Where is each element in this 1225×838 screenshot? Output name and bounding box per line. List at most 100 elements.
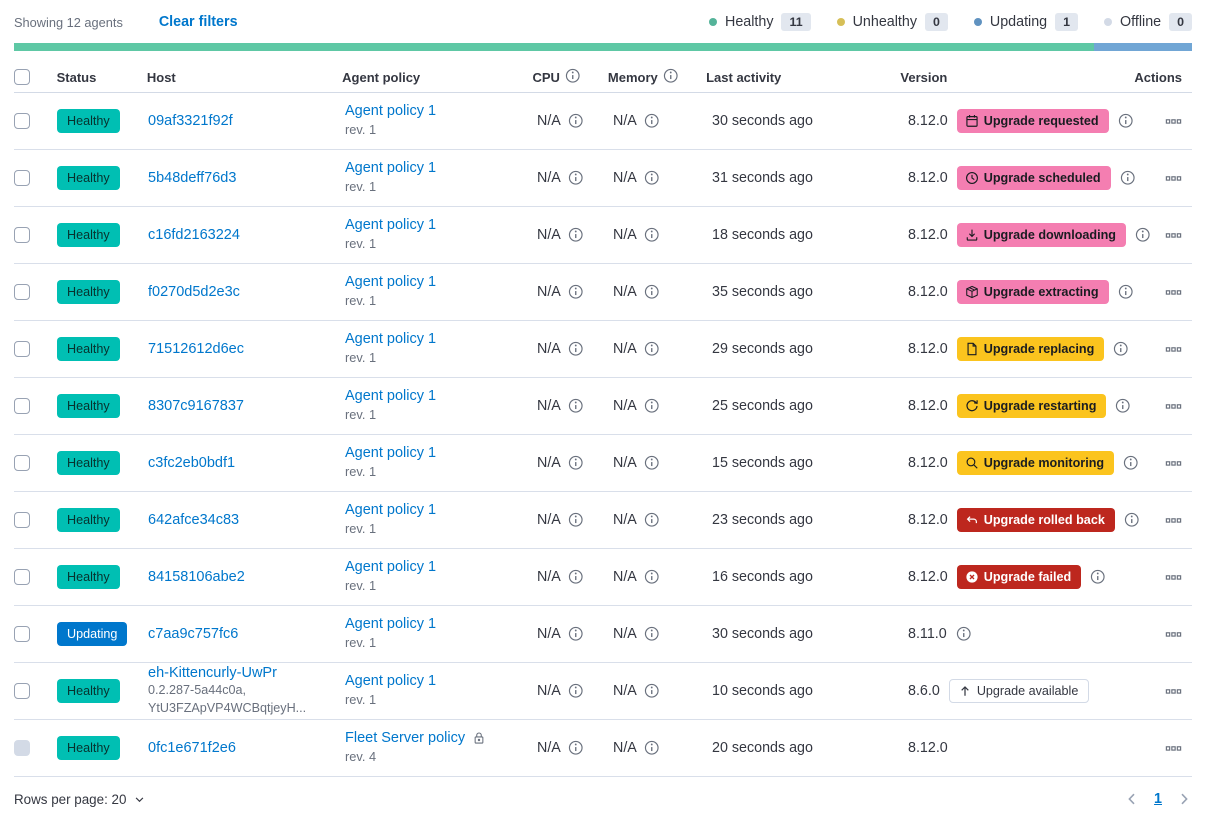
column-header-host[interactable]: Host [147, 70, 342, 85]
agent-policy-link[interactable]: Agent policy 1 [345, 103, 437, 120]
info-icon[interactable] [1135, 227, 1151, 243]
host-link[interactable]: 642afce34c83 [148, 512, 240, 528]
column-header-version[interactable]: Version [900, 70, 1134, 85]
row-checkbox[interactable] [14, 398, 30, 414]
agent-policy-link[interactable]: Agent policy 1 [345, 217, 437, 234]
info-icon[interactable] [568, 683, 584, 699]
previous-page-button[interactable] [1124, 791, 1140, 807]
info-icon[interactable] [1090, 569, 1106, 585]
boxes-horizontal-icon[interactable] [1165, 512, 1182, 529]
agent-policy-link[interactable]: Agent policy 1 [345, 559, 437, 576]
agent-policy-link[interactable]: Agent policy 1 [345, 502, 437, 519]
row-checkbox[interactable] [14, 455, 30, 471]
row-checkbox[interactable] [14, 569, 30, 585]
info-icon[interactable] [568, 284, 584, 300]
info-icon[interactable] [568, 512, 584, 528]
info-icon[interactable] [1118, 113, 1134, 129]
row-checkbox[interactable] [14, 626, 30, 642]
info-icon[interactable] [644, 113, 660, 129]
host-link[interactable]: 8307c9167837 [148, 398, 244, 414]
info-icon[interactable] [1115, 398, 1131, 414]
agent-policy-link[interactable]: Agent policy 1 [345, 160, 437, 177]
info-icon[interactable] [644, 398, 660, 414]
info-icon[interactable] [644, 740, 660, 756]
boxes-horizontal-icon[interactable] [1165, 341, 1182, 358]
row-checkbox[interactable] [14, 170, 30, 186]
info-icon[interactable] [644, 512, 660, 528]
boxes-horizontal-icon[interactable] [1165, 683, 1182, 700]
next-page-button[interactable] [1176, 791, 1192, 807]
info-icon[interactable] [644, 569, 660, 585]
policy-revision: rev. 1 [345, 236, 377, 252]
row-checkbox[interactable] [14, 683, 30, 699]
column-header-memory[interactable]: Memory [608, 68, 706, 87]
info-icon[interactable] [956, 626, 972, 642]
row-checkbox[interactable] [14, 227, 30, 243]
boxes-horizontal-icon[interactable] [1165, 170, 1182, 187]
info-icon[interactable] [568, 341, 584, 357]
host-link[interactable]: 5b48deff76d3 [148, 170, 237, 186]
host-link[interactable]: 09af3321f92f [148, 113, 233, 129]
boxes-horizontal-icon[interactable] [1165, 569, 1182, 586]
agent-policy-link[interactable]: Agent policy 1 [345, 616, 437, 633]
host-link[interactable]: c3fc2eb0bdf1 [148, 455, 236, 471]
boxes-horizontal-icon[interactable] [1165, 113, 1182, 130]
info-icon[interactable] [644, 683, 660, 699]
column-header-cpu[interactable]: CPU [532, 68, 607, 87]
select-all-checkbox[interactable] [14, 69, 30, 85]
info-icon[interactable] [644, 341, 660, 357]
info-icon[interactable] [644, 455, 660, 471]
column-header-activity[interactable]: Last activity [706, 70, 900, 85]
boxes-horizontal-icon[interactable] [1165, 740, 1182, 757]
column-header-policy[interactable]: Agent policy [342, 70, 532, 85]
agent-policy-link[interactable]: Agent policy 1 [345, 331, 437, 348]
info-icon[interactable] [644, 170, 660, 186]
host-link[interactable]: 84158106abe2 [148, 569, 245, 585]
host-link[interactable]: c16fd2163224 [148, 227, 240, 243]
info-icon[interactable] [1113, 341, 1129, 357]
rows-per-page-button[interactable]: Rows per page: 20 [14, 792, 146, 807]
info-icon[interactable] [1123, 455, 1139, 471]
host-link[interactable]: eh-Kittencurly-UwPr [148, 664, 277, 681]
info-icon[interactable] [568, 113, 584, 129]
info-icon[interactable] [663, 68, 679, 84]
agent-policy-link[interactable]: Agent policy 1 [345, 673, 437, 690]
info-icon[interactable] [568, 740, 584, 756]
info-icon[interactable] [565, 68, 581, 84]
info-icon[interactable] [568, 398, 584, 414]
host-link[interactable]: 71512612d6ec [148, 341, 244, 357]
column-header-status[interactable]: Status [57, 70, 147, 85]
memory-cell: N/A [613, 398, 712, 414]
row-checkbox[interactable] [14, 341, 30, 357]
row-checkbox[interactable] [14, 284, 30, 300]
info-icon[interactable] [1124, 512, 1140, 528]
info-icon[interactable] [568, 569, 584, 585]
host-cell: 09af3321f92f [148, 113, 345, 129]
column-header-actions[interactable]: Actions [1134, 70, 1192, 85]
boxes-horizontal-icon[interactable] [1165, 626, 1182, 643]
boxes-horizontal-icon[interactable] [1165, 398, 1182, 415]
info-icon[interactable] [1120, 170, 1136, 186]
info-icon[interactable] [644, 227, 660, 243]
agent-policy-link[interactable]: Agent policy 1 [345, 445, 437, 462]
info-icon[interactable] [644, 284, 660, 300]
agent-policy-link[interactable]: Fleet Server policy [345, 730, 466, 747]
boxes-horizontal-icon[interactable] [1165, 227, 1182, 244]
page-number-button[interactable]: 1 [1150, 791, 1166, 807]
info-icon[interactable] [568, 170, 584, 186]
info-icon[interactable] [1118, 284, 1134, 300]
info-icon[interactable] [568, 227, 584, 243]
info-icon[interactable] [568, 455, 584, 471]
boxes-horizontal-icon[interactable] [1165, 284, 1182, 301]
host-link[interactable]: 0fc1e671f2e6 [148, 740, 236, 756]
boxes-horizontal-icon[interactable] [1165, 455, 1182, 472]
info-icon[interactable] [644, 626, 660, 642]
info-icon[interactable] [568, 626, 584, 642]
agent-policy-link[interactable]: Agent policy 1 [345, 274, 437, 291]
host-link[interactable]: f0270d5d2e3c [148, 284, 240, 300]
row-checkbox[interactable] [14, 512, 30, 528]
host-link[interactable]: c7aa9c757fc6 [148, 626, 239, 642]
clear-filters-link[interactable]: Clear filters [158, 14, 238, 30]
agent-policy-link[interactable]: Agent policy 1 [345, 388, 437, 405]
row-checkbox[interactable] [14, 113, 30, 129]
